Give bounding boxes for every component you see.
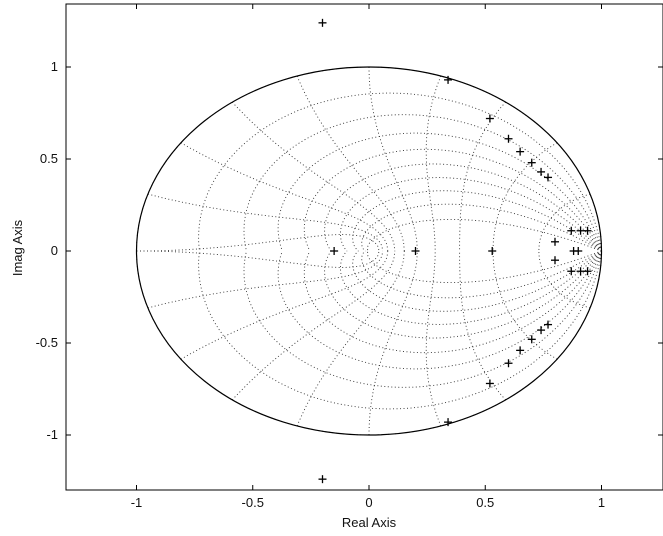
frequency-curve [425, 250, 442, 427]
frequency-curve [231, 250, 396, 401]
y-tick-label: 0 [51, 243, 58, 258]
pole-marker [583, 267, 592, 276]
damping-curve [366, 218, 602, 252]
frequency-curve [368, 250, 418, 435]
frequency-curve [492, 142, 558, 252]
frequency-curve [538, 193, 591, 252]
pole-marker [444, 75, 453, 84]
damping-curve [303, 148, 602, 252]
unit-circle [135, 66, 603, 436]
y-tick-label: -0.5 [36, 335, 58, 350]
pole-marker [574, 247, 583, 255]
damping-curve [198, 92, 602, 252]
pole-markers [318, 18, 592, 484]
x-tick-label: 0.5 [476, 495, 494, 510]
pole-marker [527, 158, 536, 167]
pole-marker [527, 335, 536, 344]
y-tick-label: 1 [51, 59, 58, 74]
y-axis-label: Imag Axis [10, 219, 25, 276]
pole-marker [411, 247, 420, 255]
pole-marker [516, 346, 525, 355]
pole-marker [318, 475, 327, 484]
damping-curve [324, 250, 602, 339]
pole-marker [576, 226, 585, 235]
frequency-curve [425, 75, 442, 252]
damping-curve [324, 163, 602, 252]
x-tick-label: -1 [131, 495, 143, 510]
pole-marker [485, 379, 494, 388]
pole-marker [537, 167, 546, 176]
pole-marker [567, 226, 576, 235]
pole-marker [583, 226, 592, 235]
pole-marker [504, 359, 513, 368]
pole-marker [516, 147, 525, 156]
x-tick-label: -0.5 [242, 495, 264, 510]
damping-curve [339, 250, 602, 325]
frequency-curve [538, 250, 591, 309]
pole-marker [551, 256, 559, 265]
x-tick-label: 1 [598, 495, 605, 510]
frequency-curve [136, 234, 380, 252]
damping-curve [243, 250, 602, 388]
pole-marker [444, 418, 453, 427]
pole-marker [488, 247, 497, 255]
frequency-curve [231, 101, 396, 252]
axis-ticks: -1 -0.5 0 0.5 1 -1 -0.5 0 0.5 1 [36, 4, 663, 510]
damping-curve [366, 250, 602, 284]
y-tick-label: -1 [46, 427, 58, 442]
frequency-curve [368, 67, 418, 252]
pole-marker [504, 134, 513, 143]
x-axis-label: Real Axis [342, 515, 397, 530]
pole-marker [330, 247, 339, 255]
pole-marker [551, 237, 559, 246]
frequency-curve [492, 250, 558, 360]
damping-curve [277, 250, 602, 370]
frequency-curve [296, 250, 405, 427]
damping-curve [339, 177, 602, 252]
pole-marker [318, 18, 327, 27]
y-tick-label: 0.5 [40, 151, 58, 166]
damping-curve [198, 250, 602, 410]
pole-marker [537, 326, 546, 335]
pole-marker [544, 320, 553, 329]
pole-marker [544, 173, 553, 182]
x-tick-label: 0 [365, 495, 372, 510]
plot-area [65, 3, 663, 491]
pole-marker [567, 267, 576, 276]
damping-curve [243, 114, 602, 252]
pole-marker [485, 114, 494, 123]
damping-curve [303, 250, 602, 354]
frequency-curve [296, 75, 405, 252]
frequency-curve [136, 250, 380, 268]
pole-marker [576, 267, 585, 276]
damping-curve [277, 132, 602, 252]
